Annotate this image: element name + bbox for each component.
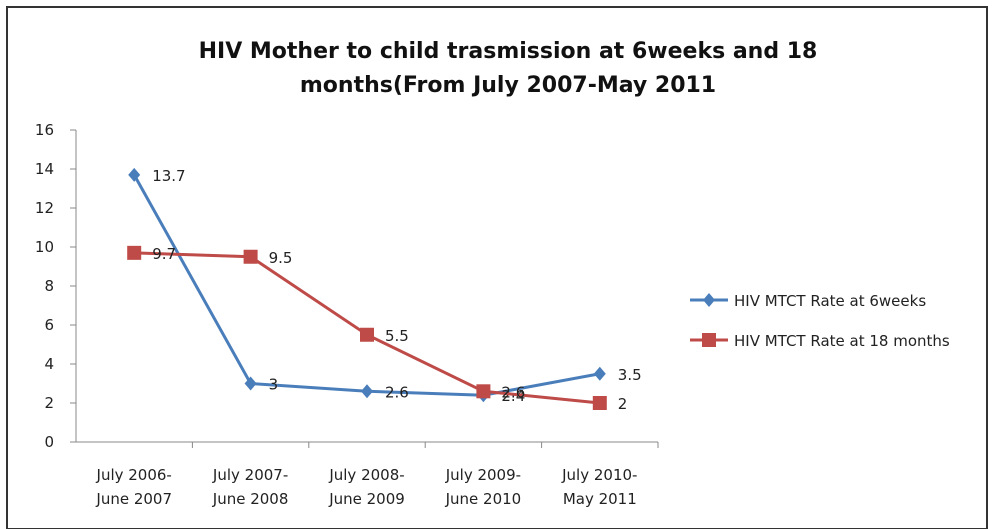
y-tick-label: 6: [44, 316, 54, 334]
data-label: 3: [269, 375, 279, 393]
data-label: 2: [618, 395, 628, 413]
chart-title: HIV Mother to child trasmission at 6week…: [199, 39, 818, 98]
y-tick-label: 0: [44, 433, 54, 451]
legend-marker: [703, 293, 715, 307]
marker: [476, 384, 491, 399]
marker: [244, 376, 257, 391]
data-label: 2.6: [385, 383, 409, 401]
marker: [592, 396, 607, 410]
marker: [593, 366, 606, 381]
marker: [360, 327, 374, 342]
y-tick-label: 10: [35, 238, 54, 256]
marker: [128, 167, 141, 182]
legend-label: HIV MTCT Rate at 6weeks: [734, 292, 926, 310]
legend-label: HIV MTCT Rate at 18 months: [734, 332, 950, 350]
data-label: 2.6: [501, 383, 525, 401]
marker: [361, 384, 373, 399]
data-label: 5.5: [385, 326, 409, 344]
x-tick-label: July 2006-June 2007: [95, 466, 172, 508]
x-tick-label: July 2010-May 2011: [561, 466, 637, 508]
x-tick-label: July 2007-June 2008: [212, 466, 289, 508]
data-label: 9.5: [269, 248, 293, 266]
data-label: 13.7: [152, 166, 185, 184]
marker: [243, 249, 258, 264]
y-tick-label: 4: [44, 355, 54, 373]
y-tick-label: 12: [35, 199, 54, 217]
legend-marker: [702, 333, 716, 347]
marker: [127, 245, 142, 260]
y-tick-label: 8: [44, 277, 54, 295]
data-label: 9.7: [152, 244, 176, 262]
y-tick-label: 14: [35, 160, 54, 178]
x-tick-label: July 2009-June 2010: [445, 466, 522, 508]
y-tick-label: 2: [44, 394, 54, 412]
y-tick-label: 16: [35, 121, 54, 139]
data-label: 3.5: [618, 365, 642, 383]
x-tick-label: July 2008-June 2009: [328, 466, 405, 508]
